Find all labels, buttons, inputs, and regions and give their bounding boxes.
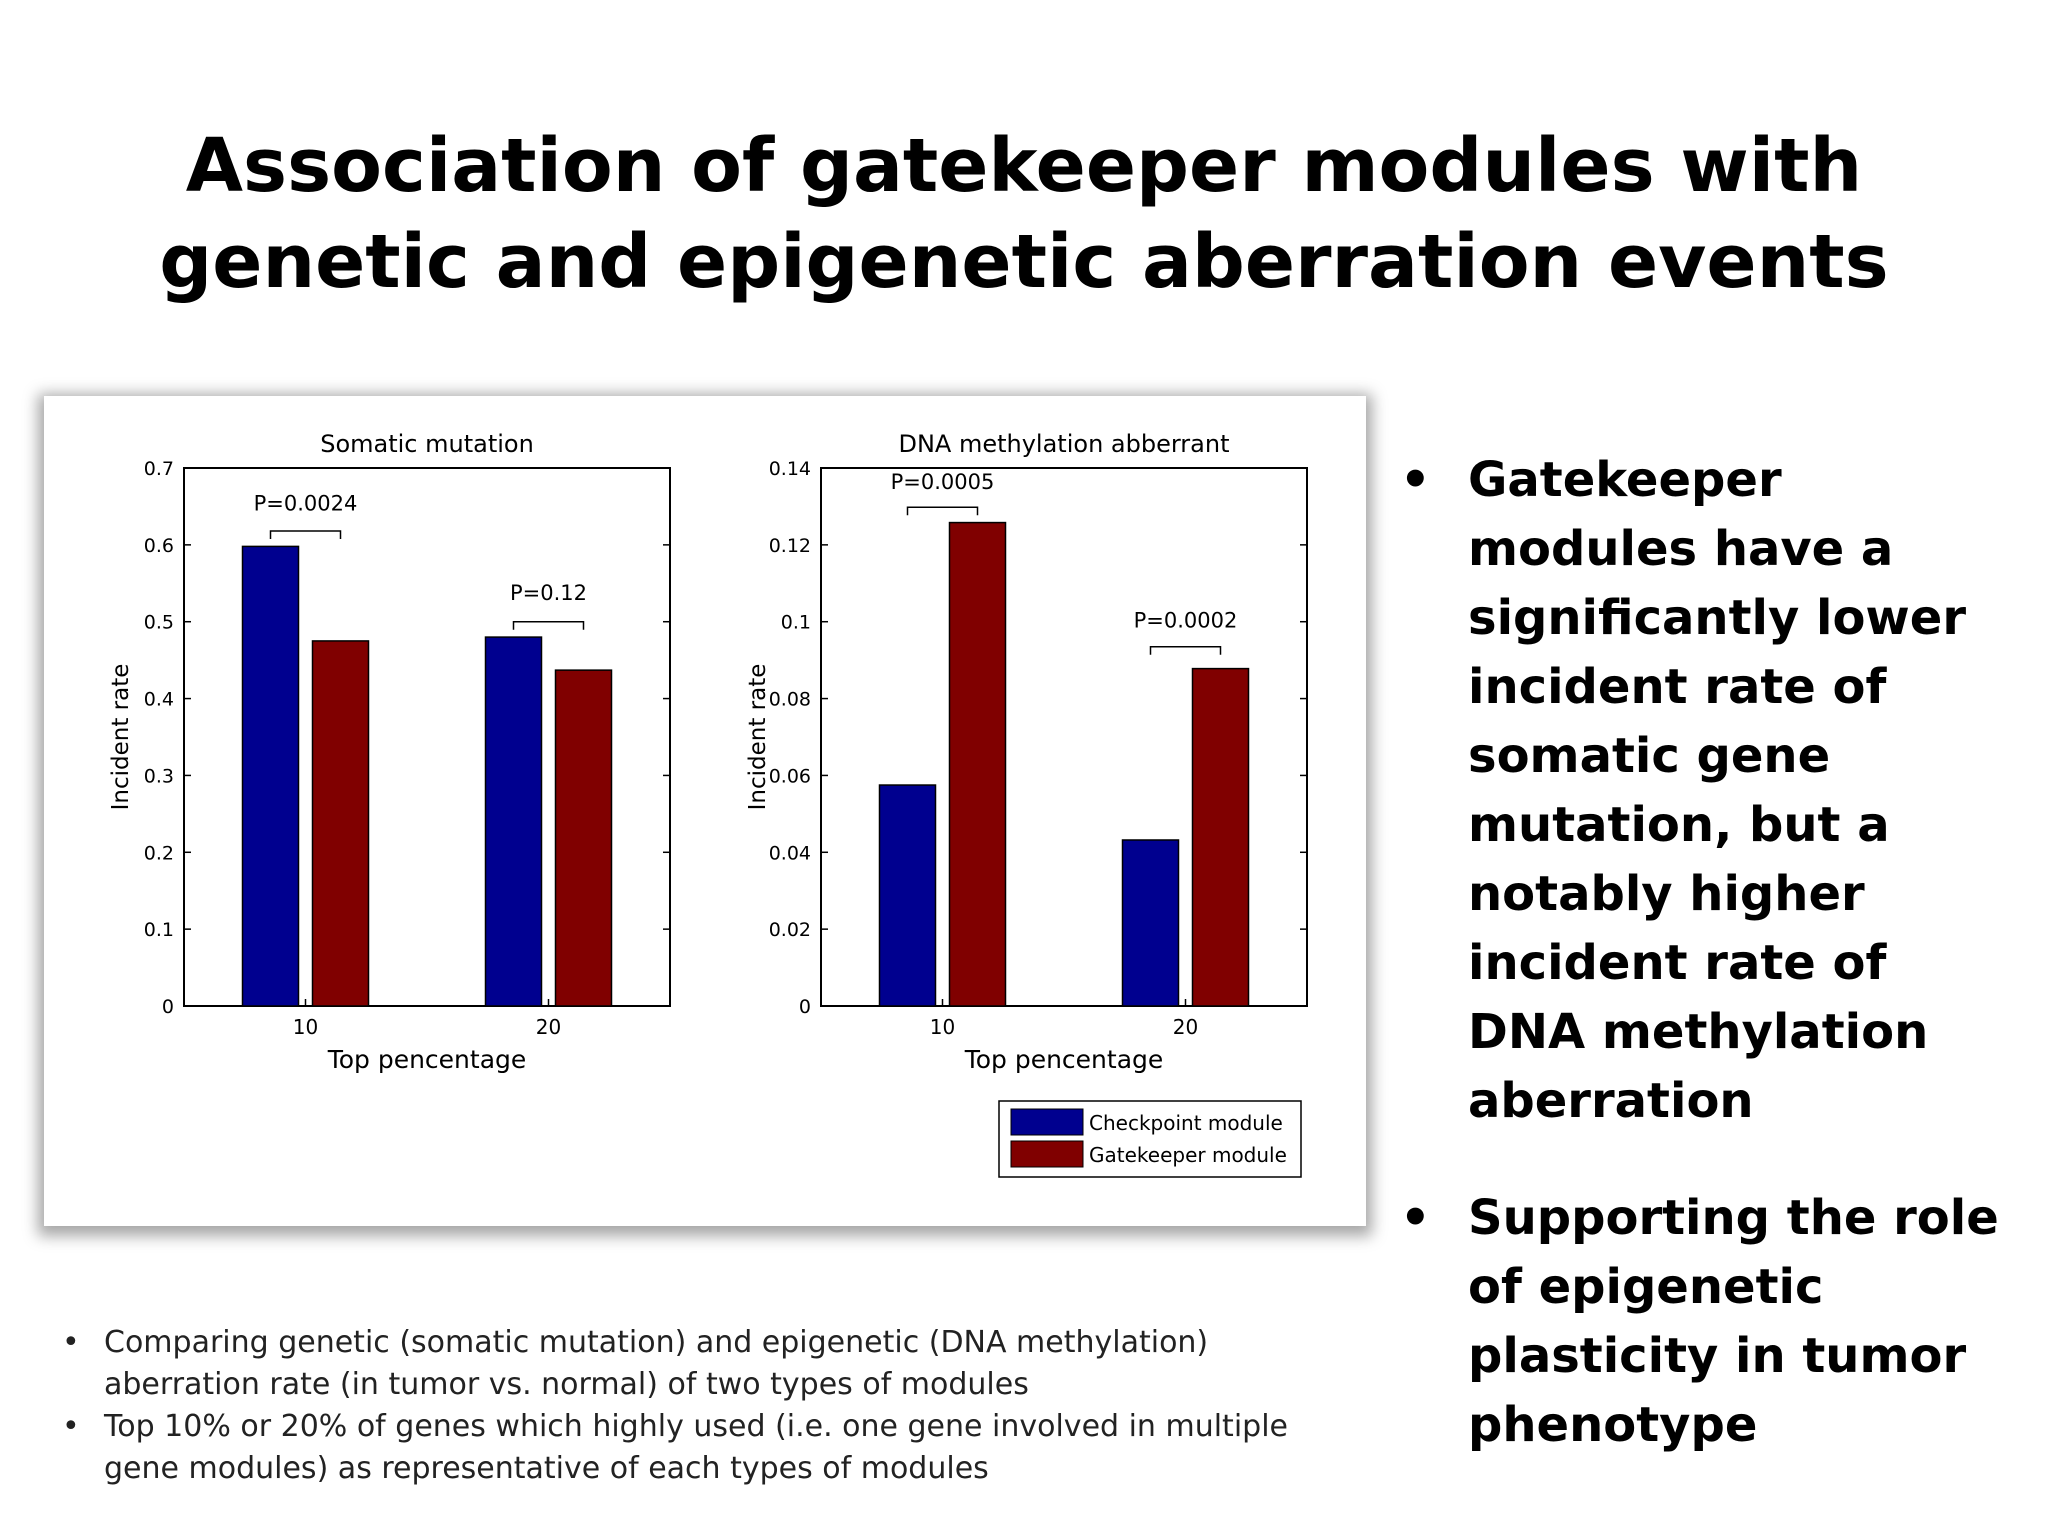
x-axis-label: Top pencentage bbox=[964, 1045, 1164, 1074]
y-tick-label: 0.4 bbox=[144, 689, 174, 711]
method-notes: Comparing genetic (somatic mutation) and… bbox=[62, 1322, 1352, 1490]
key-point: Supporting the role of epigenetic plasti… bbox=[1398, 1184, 2018, 1460]
significance-label: P=0.0024 bbox=[254, 491, 358, 515]
y-tick-label: 0.06 bbox=[769, 765, 811, 787]
chart-title: DNA methylation abberrant bbox=[898, 430, 1229, 458]
significance-bracket bbox=[269, 530, 342, 540]
y-tick-label: 0.1 bbox=[781, 612, 811, 634]
y-tick-label: 0.5 bbox=[144, 612, 174, 634]
bar-charts: 0 0.1 0.2 0.3 0.4 0.5 0.6 0.7 10 20 P=0.0024 P=0.12… bbox=[108, 430, 1308, 1178]
method-note: Top 10% or 20% of genes which highly use… bbox=[62, 1406, 1352, 1490]
y-tick-label: 0.1 bbox=[144, 919, 174, 941]
x-tick-label: 10 bbox=[930, 1015, 955, 1039]
chart-title: Somatic mutation bbox=[320, 430, 534, 458]
legend-label: Gatekeeper module bbox=[1089, 1143, 1287, 1167]
y-tick-label: 0.14 bbox=[769, 458, 811, 480]
bar bbox=[948, 521, 1007, 1007]
y-tick-label: 0.3 bbox=[144, 765, 174, 787]
slide-title: Association of gatekeeper modules with g… bbox=[0, 118, 2048, 310]
y-tick-label: 0 bbox=[162, 996, 174, 1018]
x-tick-label: 20 bbox=[536, 1015, 561, 1039]
legend-swatch bbox=[1010, 1140, 1084, 1168]
y-tick-label: 0.08 bbox=[769, 689, 811, 711]
y-tick-label: 0.7 bbox=[144, 458, 174, 480]
title-line-2: genetic and epigenetic aberration events bbox=[159, 219, 1889, 305]
key-points: Gatekeeper modules have a significantly … bbox=[1398, 446, 2018, 1460]
y-tick-label: 0.02 bbox=[769, 919, 811, 941]
y-axis-label: Incident rate bbox=[108, 664, 134, 811]
legend-swatch bbox=[1010, 1108, 1084, 1136]
bar bbox=[241, 545, 300, 1007]
y-tick-label: 0.6 bbox=[144, 535, 174, 557]
bar bbox=[1191, 667, 1250, 1007]
x-axis-label: Top pencentage bbox=[327, 1045, 527, 1074]
title-line-1: Association of gatekeeper modules with bbox=[185, 123, 1863, 209]
significance-bracket bbox=[906, 506, 979, 516]
significance-label: P=0.0005 bbox=[891, 470, 995, 494]
method-note: Comparing genetic (somatic mutation) and… bbox=[62, 1322, 1352, 1406]
significance-label: P=0.12 bbox=[510, 581, 587, 605]
significance-label: P=0.0002 bbox=[1134, 608, 1238, 632]
figure-card: 0 0.1 0.2 0.3 0.4 0.5 0.6 0.7 10 20 P=0.0024 P=0.12… bbox=[44, 396, 1366, 1226]
y-tick-label: 0.04 bbox=[769, 842, 811, 864]
key-point: Gatekeeper modules have a significantly … bbox=[1398, 446, 2018, 1136]
y-axis-label: Incident rate bbox=[745, 664, 771, 811]
bar bbox=[311, 640, 370, 1007]
x-tick-label: 10 bbox=[293, 1015, 318, 1039]
x-tick-label: 20 bbox=[1173, 1015, 1198, 1039]
y-tick-label: 0.12 bbox=[769, 535, 811, 557]
legend-label: Checkpoint module bbox=[1089, 1111, 1283, 1135]
y-tick-label: 0.2 bbox=[144, 842, 174, 864]
y-tick-label: 0 bbox=[799, 996, 811, 1018]
significance-bracket bbox=[1149, 645, 1222, 655]
significance-bracket bbox=[512, 620, 585, 630]
bar bbox=[484, 636, 543, 1007]
bar bbox=[1121, 839, 1180, 1007]
bar bbox=[878, 784, 937, 1007]
bar bbox=[554, 669, 613, 1007]
